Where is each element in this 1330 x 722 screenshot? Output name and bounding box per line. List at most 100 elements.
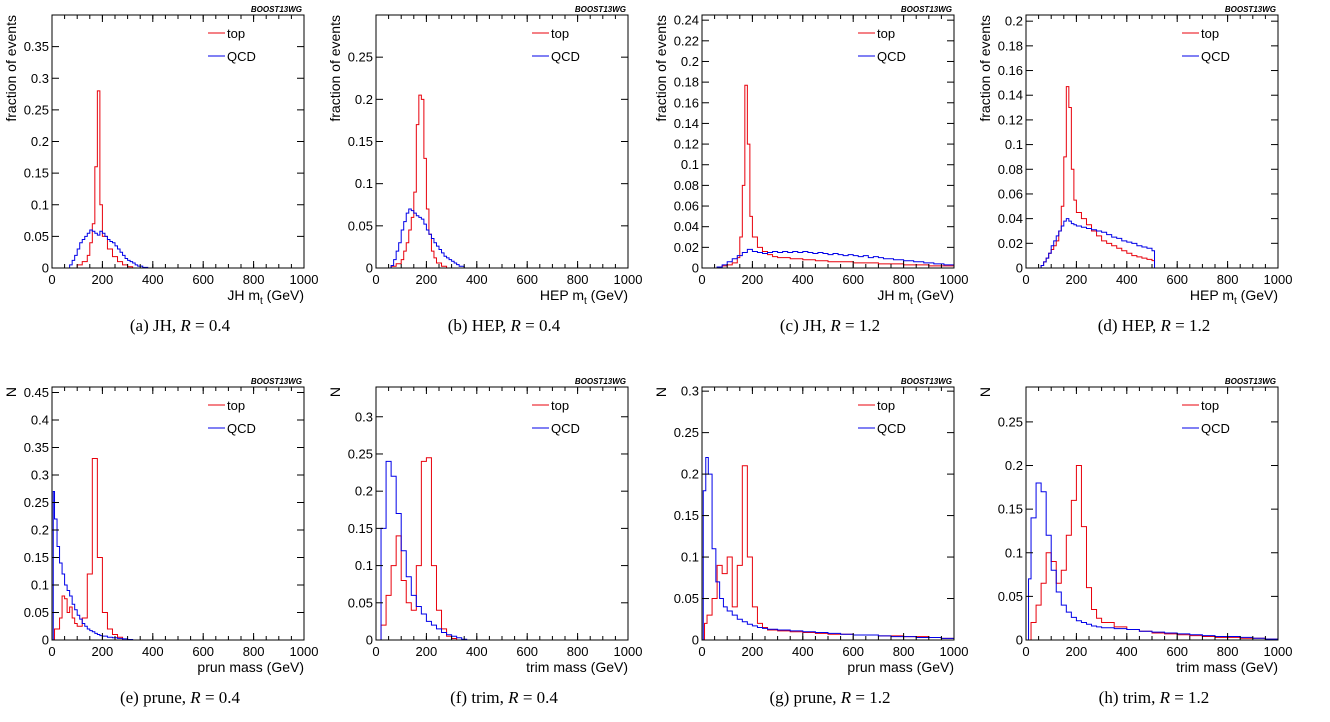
x-axis-title-main: HEP m [540, 287, 584, 303]
y-tick-label: 0.25 [348, 446, 373, 461]
panel-c: BOOST13WG0 200 400 600 800 100000.020.040.060… [653, 5, 968, 335]
caption: (e) prune, R = 0.4 [120, 688, 241, 707]
y-axis: 0 0.05 0.1 0.15 0.2 0.25 0.3 [348, 409, 628, 647]
x-tick-label: 800 [1217, 644, 1239, 659]
caption-eq: = 1.2 [1170, 688, 1209, 707]
x-tick-label: 800 [893, 272, 915, 287]
x-axis-title-suffix: (GeV) [913, 287, 954, 303]
y-tick-label: 0 [42, 633, 49, 648]
x-axis-title-suffix: (GeV) [1237, 287, 1278, 303]
axes-frame [1026, 15, 1278, 268]
y-tick-label: 0.25 [998, 414, 1023, 429]
x-tick-label: 0 [48, 644, 55, 659]
watermark: BOOST13WG [1225, 377, 1276, 386]
series-top [702, 466, 954, 640]
y-tick-label: 0.25 [24, 102, 49, 117]
x-tick-label: 0 [698, 272, 705, 287]
y-tick-label: 0.1 [31, 197, 49, 212]
axes-frame [376, 387, 628, 640]
x-tick-label: 800 [567, 272, 589, 287]
x-tick-label: 1000 [940, 272, 969, 287]
y-tick-label: 0.3 [31, 71, 49, 86]
x-axis: 0 200 400 600 800 1000 [372, 15, 642, 287]
x-tick-label: 0 [372, 644, 379, 659]
x-tick-label: 1000 [614, 272, 643, 287]
y-tick-label: 0.15 [674, 508, 699, 523]
legend: top QCD [532, 398, 580, 436]
caption-prefix: (c) JH, [780, 316, 831, 335]
legend-label-qcd: QCD [1201, 49, 1230, 64]
x-axis-title: HEP mt (GeV) [1190, 287, 1278, 307]
x-axis-title: trim mass (GeV) [1176, 659, 1278, 675]
legend: top QCD [532, 26, 580, 64]
caption-r: R [1160, 316, 1172, 335]
y-tick-label: 0.3 [355, 409, 373, 424]
caption-prefix: (a) JH, [130, 316, 181, 335]
caption-r: R [1159, 688, 1171, 707]
caption-eq: = 1.2 [841, 316, 880, 335]
caption-prefix: (e) prune, [120, 688, 190, 707]
legend-label-qcd: QCD [877, 421, 906, 436]
x-tick-label: 400 [142, 272, 164, 287]
y-tick-label: 0.1 [31, 578, 49, 593]
y-axis: 00.020.040.060.080.10.120.140.160.180.20… [674, 13, 954, 276]
legend-label-top: top [1201, 26, 1219, 41]
x-tick-label: 0 [1022, 644, 1029, 659]
series-qcd [52, 492, 304, 641]
watermark: BOOST13WG [251, 377, 302, 386]
y-tick-label: 0.04 [674, 219, 699, 234]
x-tick-label: 800 [893, 644, 915, 659]
caption-eq: = 0.4 [191, 316, 231, 335]
x-tick-label: 200 [416, 272, 438, 287]
x-tick-label: 200 [742, 644, 764, 659]
caption-prefix: (f) trim, [450, 688, 508, 707]
caption-eq: = 1.2 [851, 688, 890, 707]
axes-frame [702, 15, 954, 268]
y-tick-label: 0.05 [24, 605, 49, 620]
legend-label-qcd: QCD [551, 49, 580, 64]
y-tick-label: 0.1 [681, 157, 699, 172]
x-tick-label: 800 [243, 644, 265, 659]
x-axis: 0 200 400 600 800 1000 [1022, 15, 1292, 287]
y-axis: 00.050.10.150.20.25 [998, 414, 1278, 647]
series-qcd [702, 458, 954, 640]
caption-prefix: (g) prune, [769, 688, 840, 707]
x-axis-title: prun mass (GeV) [847, 659, 954, 675]
y-tick-label: 0.2 [355, 92, 373, 107]
x-tick-label: 400 [142, 644, 164, 659]
x-tick-label: 600 [842, 272, 864, 287]
caption-prefix: (b) HEP, [448, 316, 511, 335]
legend: top QCD [1182, 398, 1230, 436]
series-top [52, 91, 304, 268]
y-tick-label: 0.18 [674, 75, 699, 90]
series-qcd [376, 461, 628, 640]
y-tick-label: 0.3 [681, 384, 699, 399]
y-tick-label: 0.05 [348, 218, 373, 233]
y-tick-label: 0.25 [674, 425, 699, 440]
x-tick-label: 400 [1116, 644, 1138, 659]
y-tick-label: 0.18 [998, 38, 1023, 53]
x-tick-label: 200 [416, 644, 438, 659]
y-axis-title: N [977, 387, 993, 397]
x-tick-label: 1000 [290, 644, 319, 659]
caption-r: R [510, 316, 522, 335]
caption: (b) HEP, R = 0.4 [448, 316, 561, 335]
y-tick-label: 0.1 [681, 550, 699, 565]
x-axis: 0 200 400 600 800 1000 [372, 387, 642, 659]
y-tick-label: 0.2 [1005, 458, 1023, 473]
y-tick-label: 0.2 [681, 54, 699, 69]
legend: top QCD [858, 398, 906, 436]
caption-r: R [179, 316, 191, 335]
y-tick-label: 0.1 [1005, 545, 1023, 560]
y-axis: 00.050.10.150.20.250.30.35 [24, 39, 304, 275]
series-top [1026, 87, 1278, 268]
series-top [1026, 466, 1278, 640]
x-tick-label: 200 [92, 644, 114, 659]
legend: top QCD [858, 26, 906, 64]
y-tick-label: 0.08 [998, 162, 1023, 177]
y-tick-label: 0.2 [681, 467, 699, 482]
y-tick-label: 0.15 [24, 166, 49, 181]
caption-eq: = 0.4 [201, 688, 241, 707]
x-tick-label: 1000 [614, 644, 643, 659]
watermark: BOOST13WG [1225, 5, 1276, 14]
